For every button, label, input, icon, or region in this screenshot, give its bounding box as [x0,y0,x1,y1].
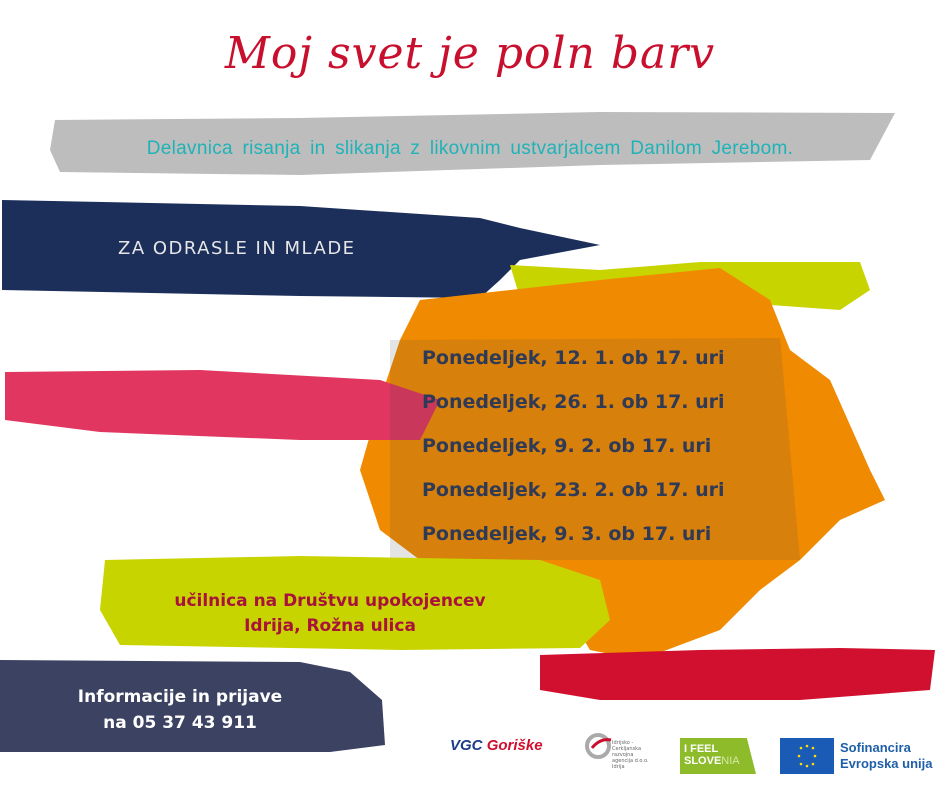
eu-line1: Sofinancira [840,740,911,755]
dark-grey-stroke [390,338,800,560]
navy-brush-stroke [2,200,600,298]
ifeel-line2: SLOVENIA [684,755,756,767]
date-item: Ponedeljek, 9. 3. ob 17. uri [422,523,712,545]
audience-label: ZA ODRASLE IN MLADE [118,238,356,259]
venue: učilnica na Društvu upokojencev Idrija, … [110,589,550,639]
pink-brush-stroke [5,370,440,440]
date-item: Ponedeljek, 12. 1. ob 17. uri [422,347,725,369]
page-title: Moj svet je poln barv [224,28,716,79]
info-phone: na 05 37 43 911 [103,713,257,733]
venue-line-1: učilnica na Društvu upokojencev [174,591,486,611]
goriske-text: Goriške [486,737,543,754]
lime-brush-stroke-bottom [100,556,610,650]
venue-line-2: Idrija, Rožna ulica [244,616,416,636]
rra-logo-text: Idrijsko - Cerkljanska razvojna agencija… [612,740,649,770]
info-line-1: Informacije in prijave [77,687,283,707]
date-item: Ponedeljek, 9. 2. ob 17. uri [422,435,712,457]
date-item: Ponedeljek, 26. 1. ob 17. uri [422,391,725,413]
ifeel-nia: NIA [721,755,740,767]
date-list: Ponedeljek, 12. 1. ob 17. uri Ponedeljek… [422,345,725,565]
ifeel-slove: SLOVE [684,755,722,767]
date-item: Ponedeljek, 23. 2. ob 17. uri [422,479,725,501]
rra-logo-icon [585,733,612,759]
contact-info: Informacije in prijave na 05 37 43 911 [30,684,330,736]
eu-line2: Evropska unija [840,756,933,771]
ifeel-line1: I FEEL [684,743,719,755]
vgc-goriske-logo: VGC Goriške [450,737,543,754]
grey-brush-stroke [50,112,895,175]
eu-cofunding-text: Sofinancira Evropska unija [840,740,932,772]
i-feel-slovenia-logo: I FEEL SLOVENIA [680,738,756,774]
eu-flag-icon [780,738,834,774]
vgc-text: VGC [450,737,483,754]
slate-brush-stroke [0,660,385,752]
red-brush-stroke [540,648,935,700]
workshop-subtitle: Delavnica risanja in slikanja z likovnim… [146,138,794,159]
